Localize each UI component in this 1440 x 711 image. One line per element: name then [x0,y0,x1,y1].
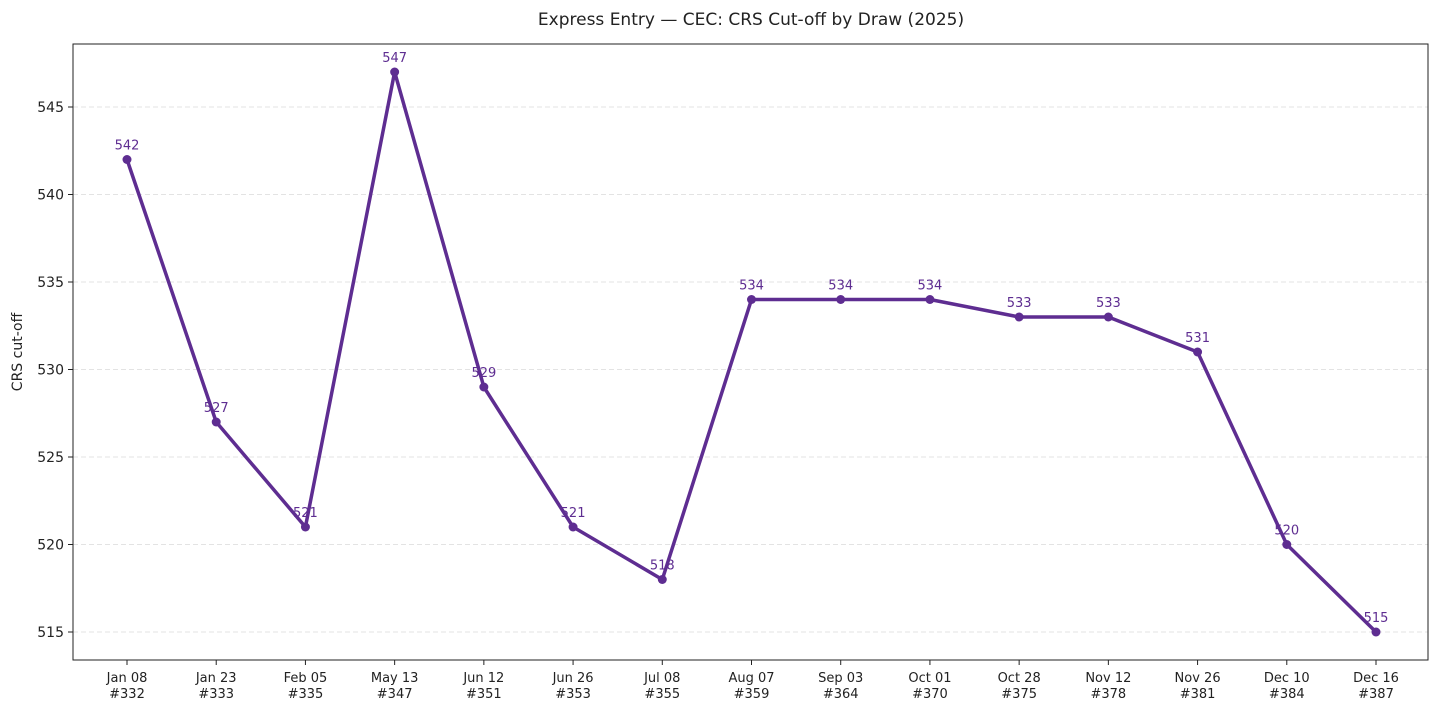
data-label: 518 [650,559,675,574]
plot-frame [72,43,1429,661]
data-point [390,67,400,77]
data-label: 531 [1185,331,1210,346]
y-tick-label: 530 [37,363,64,379]
data-label: 520 [1274,524,1299,539]
x-tick-label: Jun 12 #351 [462,671,504,702]
chart-title: Express Entry — CEC: CRS Cut-off by Draw… [538,10,964,30]
data-point [925,295,935,304]
x-tick-label: Dec 10 #384 [1264,671,1310,702]
x-tick-label: Jan 08 #332 [106,671,148,702]
y-tick-label: 520 [37,538,64,554]
y-tick-label: 545 [37,100,64,116]
x-tick-label: May 13 #347 [371,671,419,702]
data-label: 533 [1096,296,1121,311]
data-label: 527 [204,401,229,416]
data-label: 521 [293,506,318,521]
y-tick-label: 515 [37,625,64,641]
x-tick-label: Oct 28 #375 [998,671,1041,702]
data-label: 521 [561,506,586,521]
data-point [747,295,756,304]
data-label: 515 [1364,611,1389,626]
x-tick-label: Nov 26 #381 [1175,671,1221,702]
data-label: 529 [471,366,496,381]
x-tick-label: Jun 26 #353 [552,671,594,702]
data-point [568,522,578,532]
data-point [300,522,310,532]
y-tick-label: 525 [37,450,64,466]
x-tick-label: Jul 08 #355 [643,671,680,702]
x-tick-label: Jan 23 #333 [195,671,237,702]
data-point [1014,312,1024,322]
x-tick-label: Aug 07 #359 [728,671,774,702]
data-label: 547 [382,51,407,66]
data-label: 534 [739,279,764,294]
x-tick-label: Feb 05 #335 [284,671,328,702]
x-tick-label: Nov 12 #378 [1085,671,1131,702]
x-tick-label: Dec 16 #387 [1353,671,1399,702]
y-tick-label: 535 [37,275,64,291]
data-point [122,155,132,164]
data-point [1103,312,1113,322]
data-point [1282,540,1292,549]
data-point [479,382,489,392]
x-tick-label: Sep 03 #364 [818,671,863,702]
data-point [657,575,667,584]
data-label: 534 [828,279,853,294]
y-axis-label: CRS cut-off [10,312,26,391]
y-tick-label: 540 [37,188,64,204]
x-tick-label: Oct 01 #370 [908,671,951,702]
data-point [1371,627,1381,637]
data-point [836,295,846,304]
data-label: 534 [918,279,943,294]
data-point [1193,347,1203,357]
data-label: 542 [115,139,140,154]
data-point [211,417,221,427]
data-label: 533 [1007,296,1032,311]
